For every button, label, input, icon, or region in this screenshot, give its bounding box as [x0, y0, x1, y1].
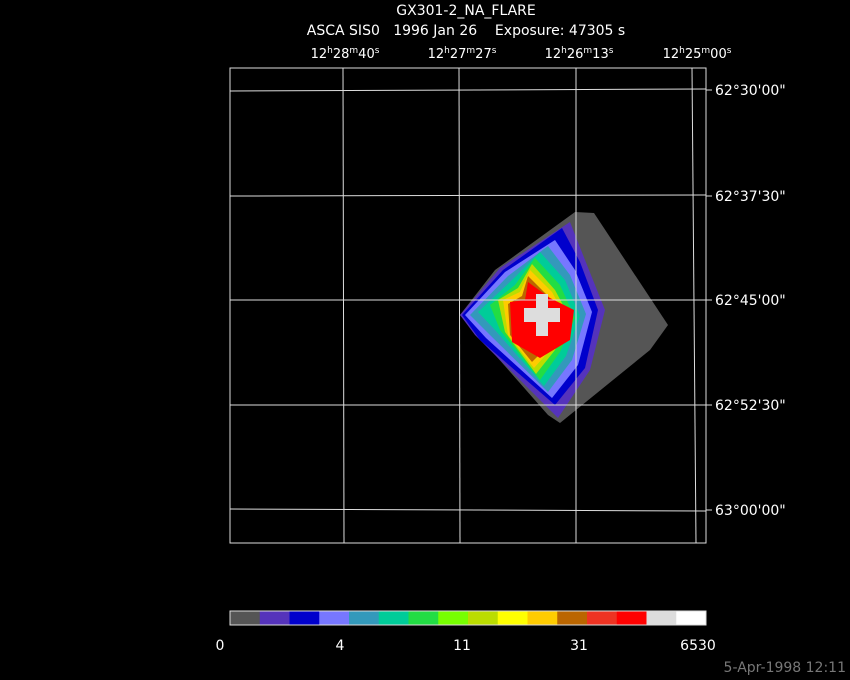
colorbar-segment: [587, 611, 618, 625]
ra-unit: h: [327, 46, 333, 56]
ra-number: 12: [545, 47, 562, 62]
dec-label: 62°30'00": [715, 83, 786, 99]
colorbar-segment: [349, 611, 380, 625]
ra-label: 12h25m00s: [663, 46, 732, 62]
ra-unit: s: [492, 46, 497, 56]
frame: [229, 67, 707, 544]
dec-label: 62°45'00": [715, 293, 786, 309]
ra-unit: m: [583, 46, 592, 56]
colorbar-frame: [229, 610, 707, 626]
ra-label: 12h27m27s: [428, 46, 497, 62]
ra-unit: s: [375, 46, 380, 56]
dec-label: 63°00'00": [715, 503, 786, 519]
colorbar-segment: [557, 611, 588, 625]
colorbar-segment: [497, 611, 528, 625]
colorbar-segment: [616, 611, 647, 625]
colorbar-segment: [378, 611, 409, 625]
dec-grid-line: [229, 194, 707, 197]
colorbar-segment: [259, 611, 290, 625]
ra-unit: s: [727, 46, 732, 56]
level-white: [524, 294, 560, 336]
title: GX301-2_NA_FLARE: [396, 3, 536, 19]
ra-number: 12: [663, 47, 680, 62]
ra-number: 25: [685, 47, 702, 62]
ra-number: 40: [358, 47, 375, 62]
ra-grid-line: [342, 67, 345, 544]
ra-number: 26: [567, 47, 584, 62]
subtitle: ASCA SIS0 1996 Jan 26 Exposure: 47305 s: [307, 23, 625, 39]
ra-number: 27: [475, 47, 492, 62]
colorbar-label: 11: [453, 638, 471, 654]
dec-grid-line: [229, 508, 707, 512]
ra-unit: h: [444, 46, 450, 56]
ra-unit: m: [466, 46, 475, 56]
colorbar-segment: [408, 611, 439, 625]
colorbar-segment: [319, 611, 350, 625]
colorbar-label: 4: [336, 638, 345, 654]
colorbar-segment: [289, 611, 320, 625]
ra-number: 13: [592, 47, 609, 62]
ra-number: 12: [311, 47, 328, 62]
colorbar-label: 6530: [680, 638, 716, 654]
timestamp: 5-Apr-1998 12:11: [724, 660, 846, 676]
ra-number: 28: [333, 47, 350, 62]
ra-unit: m: [349, 46, 358, 56]
ra-grid-line: [691, 67, 697, 544]
ra-unit: m: [701, 46, 710, 56]
colorbar-label: 0: [216, 638, 225, 654]
source-image: [460, 212, 668, 423]
dec-grid-line: [229, 88, 707, 92]
dec-label: 62°37'30": [715, 189, 786, 205]
dec-label: 62°52'30": [715, 398, 786, 414]
ra-unit: s: [609, 46, 614, 56]
ra-unit: h: [679, 46, 685, 56]
ra-label: 12h26m13s: [545, 46, 614, 62]
ra-label: 12h28m40s: [311, 46, 380, 62]
ra-number: 12: [428, 47, 445, 62]
colorbar-segment: [527, 611, 558, 625]
colorbar-segment: [676, 611, 707, 625]
ra-number: 00: [710, 47, 727, 62]
coordinate-grid: [229, 67, 707, 544]
ra-unit: h: [561, 46, 567, 56]
colorbar-segment: [230, 611, 261, 625]
ra-grid-line: [458, 67, 461, 544]
colorbar-label: 31: [570, 638, 588, 654]
colorbar-segment: [438, 611, 469, 625]
colorbar-segment: [468, 611, 499, 625]
ra-number: 27: [450, 47, 467, 62]
colorbar-segment: [646, 611, 677, 625]
